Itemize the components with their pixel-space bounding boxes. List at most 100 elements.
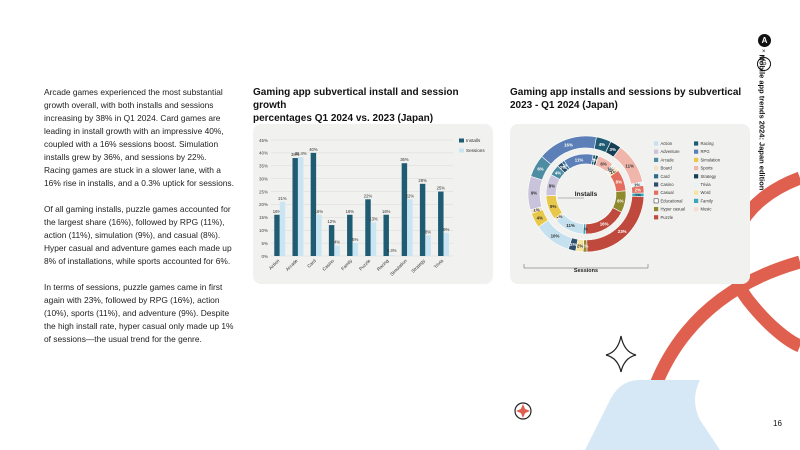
legend-label: Card xyxy=(661,174,671,179)
x-tick-label: Card xyxy=(306,258,317,269)
bar-value-label: 12% xyxy=(327,219,336,224)
y-tick-label: 45% xyxy=(259,138,268,143)
paragraph-sessions: In terms of sessions, puzzle games came … xyxy=(44,282,234,344)
paragraph-installs: Of all gaming installs, puzzle games acc… xyxy=(44,204,232,266)
sessions-bracket xyxy=(523,264,649,269)
installs-label: 1% xyxy=(609,168,615,173)
legend-label: Strategy xyxy=(701,174,718,179)
sessions-label: 6% xyxy=(537,166,543,171)
bar-value-label: 25% xyxy=(437,186,446,191)
legend-swatch xyxy=(694,190,699,195)
y-tick-label: 40% xyxy=(259,151,268,156)
bar-installs xyxy=(328,225,335,256)
legend-swatch xyxy=(654,190,659,195)
bar-value-label: 16% xyxy=(346,209,355,214)
report-side-title: Mobile app trends 2024: Japan edition xyxy=(757,54,767,191)
installs-label: 8% xyxy=(617,198,623,203)
decor-sparkle-icon xyxy=(605,335,637,373)
installs-label: 1% xyxy=(556,214,562,219)
bar-installs xyxy=(419,183,426,256)
legend-swatch xyxy=(694,166,699,171)
bar-sessions xyxy=(388,255,395,256)
sessions-label: 1% xyxy=(634,182,640,187)
bar-value-label: 16% xyxy=(382,209,391,214)
bar-sessions xyxy=(334,245,340,256)
installs-label: 11% xyxy=(566,223,575,228)
legend-swatch xyxy=(459,138,464,143)
y-tick-label: 35% xyxy=(259,164,268,169)
bar-value-label: 16% xyxy=(273,209,282,214)
legend-label: Adventure xyxy=(661,149,681,154)
sessions-label: 16% xyxy=(564,143,573,148)
sessions-label: 2% xyxy=(570,242,576,247)
x-tick-label: Strategy xyxy=(410,258,426,274)
installs-label: 1% xyxy=(563,163,569,168)
partner-logo: G xyxy=(757,57,771,71)
bar-chart: 0% 5% 10% 15% 20% 25% 30% 35% 40% 45% 16% 21% Action… xyxy=(259,138,485,277)
bar-sessions xyxy=(316,214,322,256)
legend-swatch xyxy=(694,207,699,212)
sessions-label: 9% xyxy=(531,191,537,196)
donut-chart-panel: 4% 3% 11% 1% 2% 1% 23% 1% 2% 2% 10% 4% 1% 9% 6% 16% 1% 1%… xyxy=(510,124,750,284)
legend-label: Arcade xyxy=(661,157,675,162)
bar-installs xyxy=(292,158,298,256)
bar-value-label: 0.3% xyxy=(387,248,397,253)
x-tick-label: Casino xyxy=(321,258,335,272)
legend-swatch xyxy=(654,174,659,179)
logo-separator: × xyxy=(762,49,766,55)
installs-label: 9% xyxy=(550,204,556,209)
bar-value-label: 4% xyxy=(334,240,340,245)
legend-label: Music xyxy=(701,207,712,212)
bar-sessions xyxy=(370,222,377,256)
bar-sessions xyxy=(297,157,304,256)
legend-label: Casino xyxy=(661,182,675,187)
legend-swatch xyxy=(459,148,464,153)
bar-installs xyxy=(310,152,317,256)
sessions-label: 1% xyxy=(582,244,588,249)
legend-label: Racing xyxy=(701,141,715,146)
sessions-label: 4% xyxy=(599,142,605,147)
installs-label: 16% xyxy=(600,222,609,227)
bar-value-label: 22% xyxy=(364,193,373,198)
sessions-label: 3% xyxy=(610,147,616,152)
decor-compass-icon xyxy=(514,402,532,420)
bar-installs xyxy=(401,163,408,256)
sessions-label: 11% xyxy=(625,163,634,168)
installs-label: 6% xyxy=(600,161,606,166)
bar-value-label: 5% xyxy=(352,237,358,242)
legend-label: Family xyxy=(701,198,714,203)
legend-swatch xyxy=(654,166,659,171)
legend-swatch xyxy=(694,157,699,162)
x-tick-label: Puzzle xyxy=(358,258,372,272)
sessions-label: 10% xyxy=(551,233,560,238)
x-tick-label: Action xyxy=(268,258,281,271)
legend-label: Trivia xyxy=(701,182,712,187)
sessions-label: 23% xyxy=(618,229,627,234)
legend-label: Action xyxy=(661,141,673,146)
sessions-outer-label: Sessions xyxy=(574,268,598,274)
bar-installs xyxy=(274,214,280,256)
x-tick-label: Simulation xyxy=(389,258,408,277)
bar-sessions xyxy=(407,199,413,256)
legend-label: Board xyxy=(661,166,673,171)
bar-value-label: 9% xyxy=(443,227,449,232)
installs-label: 2% xyxy=(560,165,566,170)
decor-arc-small xyxy=(725,171,800,353)
sessions-label: 1% xyxy=(635,192,641,197)
bar-value-label: 13% xyxy=(369,216,378,221)
bar-value-label: 28% xyxy=(418,178,427,183)
bar-sessions xyxy=(443,232,449,256)
bar-installs xyxy=(347,214,353,256)
x-tick-label: Racing xyxy=(376,258,390,272)
bar-installs xyxy=(383,214,389,256)
installs-label: 1% xyxy=(610,170,616,175)
decor-blue-star xyxy=(585,380,720,450)
legend-swatch xyxy=(653,198,659,204)
legend-swatch xyxy=(654,141,659,146)
sessions-label: 4% xyxy=(537,215,543,220)
brand-a-logo: A xyxy=(758,34,771,47)
legend-label: Simulation xyxy=(701,157,721,162)
legend-label: Sports xyxy=(701,166,713,171)
bar-chart-panel: 0% 5% 10% 15% 20% 25% 30% 35% 40% 45% 16% 21% Action… xyxy=(253,124,493,284)
y-tick-label: 30% xyxy=(259,176,268,181)
